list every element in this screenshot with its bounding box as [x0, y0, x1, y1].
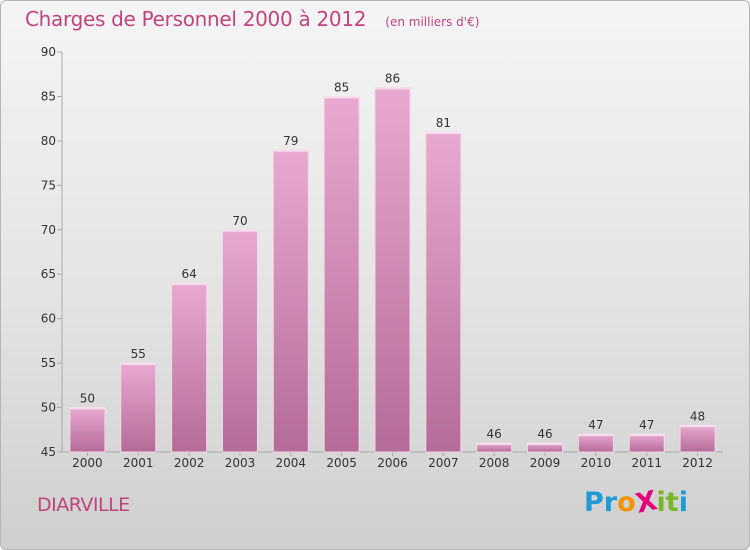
chart-title-row: Charges de Personnel 2000 à 2012 (en mil… — [25, 7, 479, 31]
y-tick-label: 45 — [41, 445, 56, 459]
data-label-2002: 64 — [181, 267, 196, 281]
bar-2004[interactable] — [272, 149, 309, 453]
data-label-2007: 81 — [436, 116, 451, 130]
bar-2003[interactable] — [221, 229, 258, 453]
data-label-2010: 47 — [588, 418, 603, 432]
x-tick-label: 2007 — [428, 456, 459, 470]
bar-2000[interactable] — [69, 407, 106, 453]
bar-highlight — [273, 149, 309, 152]
bar-2005[interactable] — [323, 95, 360, 453]
bar-2010[interactable] — [577, 433, 614, 453]
logo-letter: o — [617, 487, 636, 518]
logo-letter: t — [665, 487, 679, 518]
y-tick-label: 70 — [41, 223, 56, 237]
bar-highlight — [375, 87, 410, 90]
data-label-2003: 70 — [232, 214, 247, 228]
x-tick-label: 2011 — [631, 456, 662, 470]
bar-2006[interactable] — [374, 87, 411, 453]
y-tick-label: 60 — [41, 312, 56, 326]
logo-letter: i — [656, 487, 666, 518]
x-tick-label: 2005 — [326, 456, 357, 470]
chart-axes: 45 50 55 60 65 70 75 80 85 90 2000 2001 2002 2003 2004… — [41, 45, 723, 470]
y-tick-label: 80 — [41, 134, 56, 148]
y-tick-label: 85 — [41, 89, 56, 103]
data-label-2012: 48 — [690, 409, 705, 423]
data-label-2006: 86 — [385, 72, 400, 86]
bar-2011[interactable] — [628, 433, 665, 453]
bar-2007[interactable] — [425, 131, 462, 453]
bar-highlight — [629, 434, 665, 437]
x-tick-label: 2000 — [72, 456, 103, 470]
y-tick-label: 90 — [41, 45, 56, 59]
bar-2012[interactable] — [679, 424, 716, 453]
bar-highlight — [324, 96, 360, 99]
x-tick-label: 2004 — [276, 456, 307, 470]
logo-letter: X — [632, 485, 660, 520]
bar-highlight — [222, 229, 258, 232]
bar-highlight — [578, 434, 614, 437]
data-label-2011: 47 — [639, 418, 654, 432]
bar-highlight — [680, 425, 716, 428]
x-tick-label: 2006 — [377, 456, 408, 470]
y-tick-label: 55 — [41, 356, 56, 370]
data-label-2004: 79 — [283, 134, 298, 148]
chart-bars — [69, 87, 716, 453]
proxiti-logo[interactable]: ProXiti — [584, 485, 688, 520]
x-tick-label: 2003 — [225, 456, 256, 470]
commune-name: DIARVILLE — [37, 494, 130, 516]
x-tick-label: 2010 — [581, 456, 612, 470]
x-tick-label: 2002 — [174, 456, 205, 470]
data-label-2000: 50 — [80, 392, 95, 406]
bar-2002[interactable] — [171, 282, 208, 453]
logo-letter: P — [584, 487, 604, 518]
data-label-2008: 46 — [487, 427, 502, 441]
x-tick-label: 2012 — [682, 456, 713, 470]
bar-highlight — [69, 407, 105, 410]
chart-subtitle: (en milliers d'€) — [385, 15, 480, 29]
bar-2001[interactable] — [120, 362, 157, 453]
x-tick-label: 2008 — [479, 456, 510, 470]
x-tick-label: 2001 — [123, 456, 154, 470]
chart-title: Charges de Personnel 2000 à 2012 — [25, 7, 367, 31]
data-label-2005: 85 — [334, 80, 349, 94]
bar-highlight — [120, 363, 156, 366]
bar-highlight — [171, 283, 207, 286]
data-label-2001: 55 — [131, 347, 146, 361]
chart-data-labels: 50 55 64 70 79 85 86 81 46 46 47 47 48 — [80, 72, 705, 442]
y-tick-label: 75 — [41, 178, 56, 192]
y-tick-label: 65 — [41, 267, 56, 281]
x-tick-label: 2009 — [530, 456, 561, 470]
bar-highlight — [425, 132, 461, 134]
data-label-2009: 46 — [537, 427, 552, 441]
logo-letter: i — [678, 487, 688, 518]
bar-highlight — [527, 443, 563, 446]
logo-letter: r — [603, 487, 618, 518]
y-tick-label: 50 — [41, 401, 56, 415]
bar-highlight — [476, 443, 512, 446]
